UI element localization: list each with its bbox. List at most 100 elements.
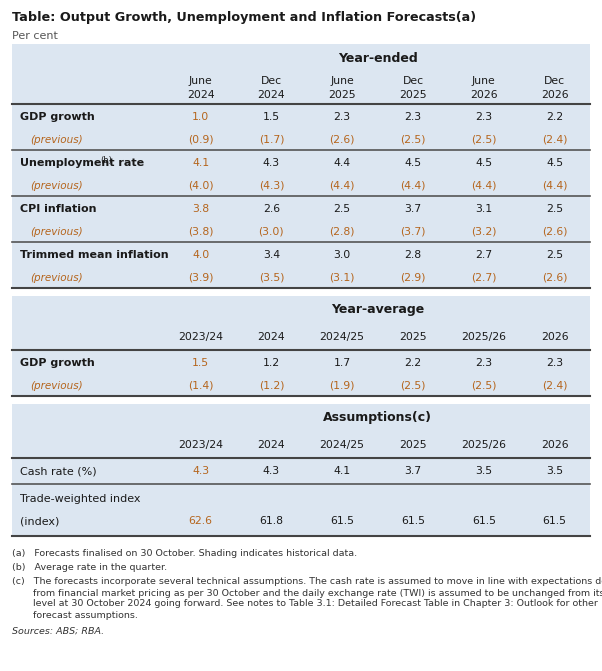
Text: (previous): (previous) [30,273,82,283]
Text: 2.7: 2.7 [475,250,492,260]
Text: (a)   Forecasts finalised on 30 October. Shading indicates historical data.: (a) Forecasts finalised on 30 October. S… [12,550,357,558]
Text: 4.3: 4.3 [263,466,280,476]
Text: (2.5): (2.5) [400,381,426,391]
Bar [12,458,236,484]
Text: 2024: 2024 [258,90,285,100]
Text: from financial market pricing as per 30 October and the daily exchange rate (TWI: from financial market pricing as per 30 … [12,588,602,597]
Text: 61.5: 61.5 [542,517,566,527]
Text: 2.5: 2.5 [546,250,563,260]
Text: GDP growth: GDP growth [20,358,95,368]
Text: Sources: ABS; RBA.: Sources: ABS; RBA. [12,627,104,635]
Text: Dec: Dec [261,76,282,86]
Text: Table: Output Growth, Unemployment and Inflation Forecasts(a): Table: Output Growth, Unemployment and I… [12,11,476,25]
Text: Dec: Dec [544,76,565,86]
Text: (3.9): (3.9) [188,273,213,283]
Text: (2.6): (2.6) [329,135,355,145]
Bar [12,376,236,396]
Text: forecast assumptions.: forecast assumptions. [12,611,138,619]
Bar [12,404,590,536]
Text: (1.7): (1.7) [259,135,284,145]
Bar [12,296,590,396]
Text: (4.4): (4.4) [471,181,497,191]
Bar [12,242,236,268]
Text: (2.5): (2.5) [400,135,426,145]
Text: 3.7: 3.7 [405,204,421,214]
Text: 2024/25: 2024/25 [320,332,365,342]
Text: (4.4): (4.4) [329,181,355,191]
Text: 61.5: 61.5 [472,517,496,527]
Text: 2.3: 2.3 [546,358,563,368]
Text: (3.0): (3.0) [259,227,284,237]
Text: (0.9): (0.9) [188,135,213,145]
Text: June: June [330,76,354,86]
Text: 61.8: 61.8 [259,517,284,527]
Bar [12,484,236,536]
Text: (4.4): (4.4) [542,181,567,191]
Text: Assumptions(c): Assumptions(c) [323,411,432,425]
Text: (2.4): (2.4) [542,381,567,391]
Text: 2.2: 2.2 [405,358,421,368]
Text: Trade-weighted index: Trade-weighted index [20,494,140,503]
Text: 1.5: 1.5 [263,112,280,122]
Text: 2024/25: 2024/25 [320,440,365,450]
Text: 4.1: 4.1 [192,158,209,168]
Text: 4.3: 4.3 [263,158,280,168]
Text: 4.5: 4.5 [475,158,492,168]
Text: 2023/24: 2023/24 [178,332,223,342]
Text: June: June [472,76,495,86]
Text: (4.0): (4.0) [188,181,213,191]
Text: (previous): (previous) [30,181,82,191]
Text: 1.7: 1.7 [334,358,351,368]
Text: (previous): (previous) [30,227,82,237]
Bar [12,268,236,288]
Text: (4.3): (4.3) [259,181,284,191]
Text: 2026: 2026 [541,332,568,342]
Text: 2.2: 2.2 [546,112,563,122]
Text: 2026: 2026 [470,90,498,100]
Text: 2.8: 2.8 [405,250,421,260]
Text: 2.5: 2.5 [546,204,563,214]
Text: 2026: 2026 [541,90,568,100]
Text: (3.2): (3.2) [471,227,497,237]
Text: 2024: 2024 [258,440,285,450]
Bar [12,130,236,150]
Text: 62.6: 62.6 [188,517,213,527]
Text: (3.5): (3.5) [259,273,284,283]
Text: June: June [188,76,213,86]
Text: 2.3: 2.3 [405,112,421,122]
Text: 2025: 2025 [399,90,427,100]
Text: 4.3: 4.3 [192,466,209,476]
Text: (b)   Average rate in the quarter.: (b) Average rate in the quarter. [12,564,167,572]
Text: 3.5: 3.5 [546,466,563,476]
Text: (4.4): (4.4) [400,181,426,191]
Text: 2.3: 2.3 [475,112,492,122]
Text: Per cent: Per cent [12,31,58,41]
Bar [12,176,236,196]
Text: 4.5: 4.5 [405,158,421,168]
Text: 4.4: 4.4 [334,158,351,168]
Text: CPI inflation: CPI inflation [20,204,96,214]
Text: (previous): (previous) [30,135,82,145]
Bar [12,222,236,242]
Text: 2.3: 2.3 [475,358,492,368]
Text: Dec: Dec [402,76,424,86]
Text: (2.9): (2.9) [400,273,426,283]
Text: Trimmed mean inflation: Trimmed mean inflation [20,250,169,260]
Text: (previous): (previous) [30,381,82,391]
Text: 61.5: 61.5 [330,517,354,527]
Text: 2025: 2025 [399,440,427,450]
Text: (2.4): (2.4) [542,135,567,145]
Text: (3.8): (3.8) [188,227,213,237]
Text: 1.5: 1.5 [192,358,209,368]
Text: (2.6): (2.6) [542,273,567,283]
Text: 2024: 2024 [258,332,285,342]
Bar [12,350,236,376]
Text: Unemployment rate: Unemployment rate [20,158,144,168]
Text: 2.3: 2.3 [334,112,351,122]
Text: 3.4: 3.4 [263,250,280,260]
Text: level at 30 October 2024 going forward. See notes to Table 3.1: Detailed Forecas: level at 30 October 2024 going forward. … [12,599,598,609]
Text: 2.5: 2.5 [334,204,351,214]
Text: 4.5: 4.5 [546,158,563,168]
Text: Cash rate (%): Cash rate (%) [20,466,97,476]
Text: (3.1): (3.1) [329,273,355,283]
